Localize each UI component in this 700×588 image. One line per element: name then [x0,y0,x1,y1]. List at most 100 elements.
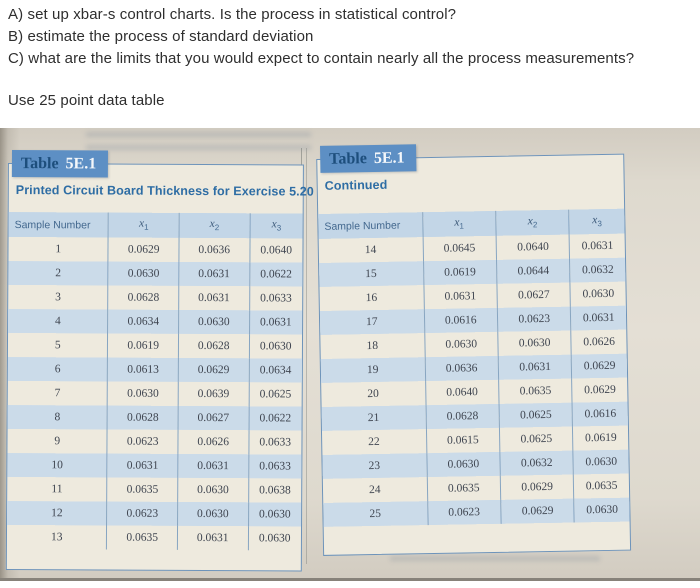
measurement-cell: 0.0631 [107,453,178,478]
measurement-cell: 0.0636 [178,237,250,263]
sample-number-cell: 20 [321,381,426,407]
measurement-cell: 0.0625 [499,426,574,452]
sample-number-cell: 24 [322,477,428,503]
measurement-cell: 0.0619 [423,259,497,286]
measurement-cell: 0.0628 [425,403,500,430]
measurement-cell: 0.0633 [248,430,302,455]
table-row: 1 0.0629 0.0636 0.0640 [8,237,303,263]
measurement-cell: 0.0631 [570,305,627,331]
column-header-x3: x3 [249,213,303,239]
measurement-cell: 0.0645 [422,235,497,262]
table-tag-word: Table [329,149,368,168]
measurement-cell: 0.0629 [500,474,575,500]
table-box: Printed Circuit Board Thickness for Exer… [5,162,314,572]
measurement-cell: 0.0635 [498,378,573,404]
measurement-cell: 0.0613 [107,357,179,382]
sample-number-cell: 21 [321,405,426,431]
page-bleed-through-text [86,132,311,158]
measurement-cell: 0.0627 [496,282,571,308]
measurement-cell: 0.0626 [571,329,627,355]
table-row: 5 0.0619 0.0628 0.0630 [7,333,303,359]
measurement-cell: 0.0629 [571,353,628,379]
table-tag-word: Table [20,154,59,172]
measurement-cell: 0.0631 [177,453,249,479]
measurement-cell: 0.0631 [249,310,303,335]
column-header-x3: x3 [569,208,625,235]
measurement-cell: 0.0619 [107,333,179,358]
measurement-cell: 0.0622 [249,262,303,287]
sample-number-cell: 3 [8,285,109,310]
sample-number-cell: 16 [319,285,424,311]
measurement-cell: 0.0630 [177,477,249,503]
measurement-cell: 0.0631 [177,525,249,551]
measurement-cell: 0.0632 [569,257,626,283]
measurement-cell: 0.0644 [496,258,571,284]
table-row: 9 0.0623 0.0626 0.0633 [7,429,302,455]
sample-number-cell: 1 [8,237,109,262]
sample-number-cell: 13 [6,525,108,550]
measurement-cell: 0.0630 [574,497,630,523]
measurement-cell: 0.0628 [107,405,179,430]
measurement-cell: 0.0630 [177,501,249,527]
table-5e1-continued-card: Table 5E.1 Continued Sample Number x1 x2… [316,141,632,556]
table-box: Continued Sample Number x1 x2 x3 14 0.064… [316,153,632,556]
table-row: 2 0.0630 0.0631 0.0622 [8,261,303,287]
measurement-cell: 0.0640 [249,238,303,263]
measurement-cell: 0.0634 [108,309,179,334]
measurement-cell: 0.0615 [425,427,500,454]
measurement-cell: 0.0633 [248,454,302,479]
sample-number-cell: 12 [7,501,108,526]
column-header-x1: x1 [108,212,180,238]
measurement-cell: 0.0630 [570,281,626,307]
table-row: 12 0.0623 0.0630 0.0630 [7,501,302,527]
column-header-sample-number: Sample Number [8,212,109,238]
measurement-cell: 0.0629 [572,377,628,403]
measurement-cell: 0.0638 [248,478,302,503]
table-subtitle: Continued [324,177,388,193]
sample-number-cell: 17 [319,309,425,335]
column-header-x2: x2 [495,209,570,236]
table-subtitle: Printed Circuit Board Thickness for Exer… [15,183,314,199]
data-table-samples-14-25: Sample Number x1 x2 x3 14 0.0645 0.0640 0.0… [318,208,630,527]
measurement-cell: 0.0630 [248,334,303,359]
table-row: 10 0.0631 0.0631 0.0633 [7,453,302,479]
column-header-x1: x1 [422,210,497,238]
sample-number-cell: 8 [7,405,108,430]
sample-number-cell: 23 [322,453,427,479]
measurement-cell: 0.0627 [178,405,249,431]
sample-number-cell: 22 [321,429,427,455]
measurement-cell: 0.0635 [106,525,178,550]
measurement-cell: 0.0629 [178,357,249,383]
measurement-cell: 0.0630 [426,451,501,478]
measurement-cell: 0.0623 [107,429,179,454]
measurement-cell: 0.0636 [424,355,499,382]
measurement-cell: 0.0640 [425,379,499,406]
measurement-cell: 0.0628 [178,333,250,359]
header-row: Sample Number x1 x2 x3 [8,212,303,239]
sample-number-cell: 2 [8,261,109,286]
table-row: 8 0.0628 0.0627 0.0622 [7,405,302,431]
measurement-cell: 0.0626 [177,429,249,455]
column-header-x2: x2 [179,212,250,239]
textbook-page-photo: Table 5E.1 Printed Circuit Board Thickne… [0,128,700,581]
sample-number-cell: 9 [7,429,108,454]
sample-number-cell: 19 [320,357,426,383]
sample-number-cell: 15 [319,261,424,287]
sample-number-cell: 18 [320,333,425,359]
measurement-cell: 0.0632 [499,450,574,476]
data-table-samples-1-13: Sample Number x1 x2 x3 1 0.0629 0.0636 0.06… [6,212,303,551]
measurement-cell: 0.0635 [426,475,501,502]
measurement-cell: 0.0631 [498,354,573,380]
measurement-cell: 0.0631 [569,233,625,259]
measurement-cell: 0.0630 [247,526,302,551]
table-row: 13 0.0635 0.0631 0.0630 [6,525,302,551]
measurement-cell: 0.0631 [178,285,250,311]
table-row: 4 0.0634 0.0630 0.0631 [8,309,303,335]
question-line-c: C) what are the limits that you would ex… [8,50,635,67]
table-tag-banner: Table 5E.1 [11,150,109,178]
table-row: 3 0.0628 0.0631 0.0633 [8,285,303,311]
sample-number-cell: 11 [7,477,108,502]
measurement-cell: 0.0630 [497,330,572,356]
question-line-a: A) set up xbar-s control charts. Is the … [8,6,457,23]
